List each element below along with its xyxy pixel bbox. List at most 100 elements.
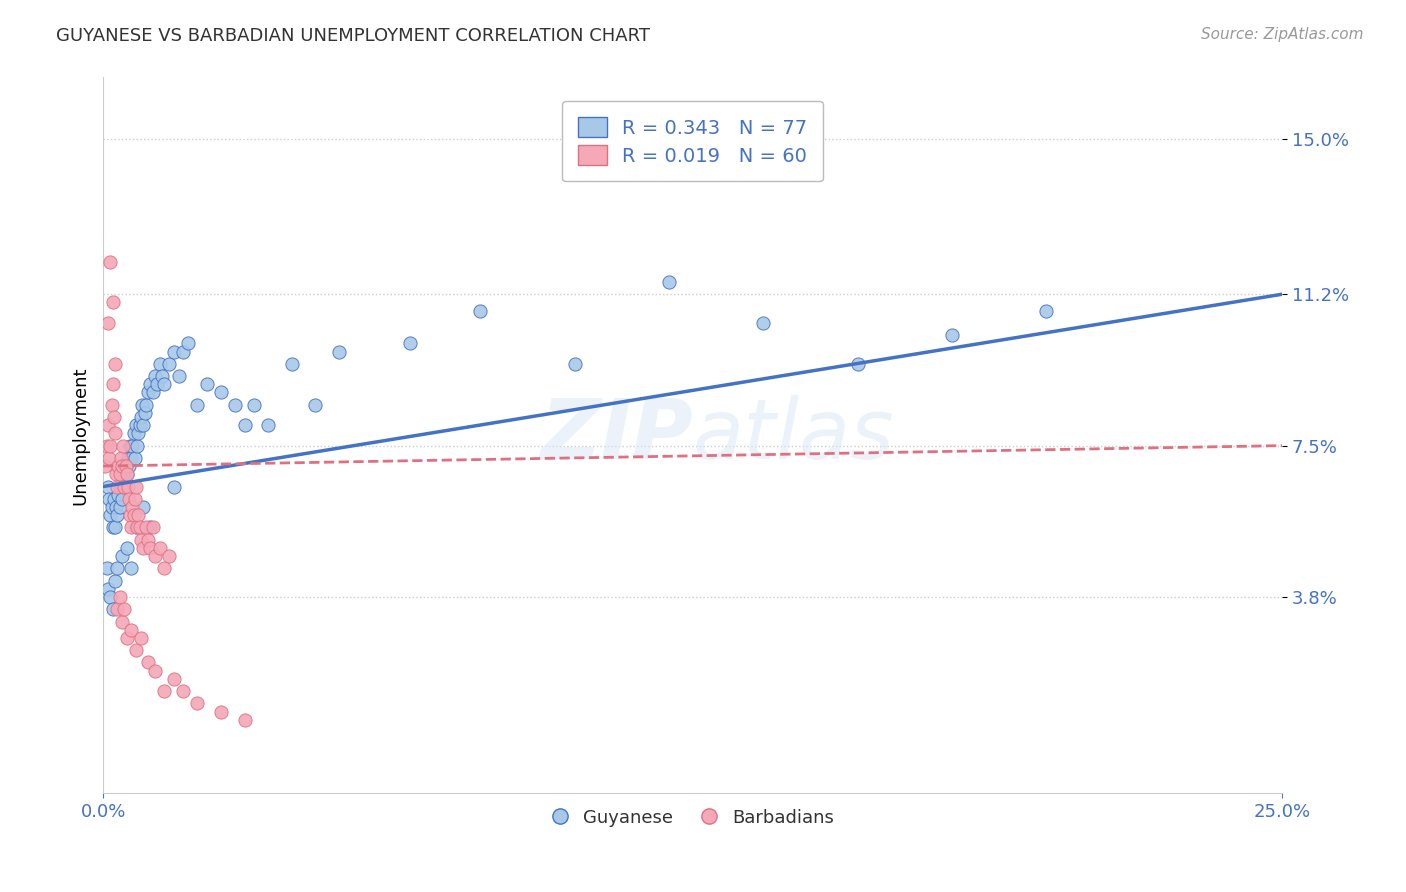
Point [149,357,172,371]
Point [129,533,152,547]
Point [177,336,200,351]
Point [658,275,681,289]
Point [142,385,165,400]
Point [120,439,142,453]
Point [97,491,120,506]
Point [280,357,302,371]
Point [304,398,326,412]
Point [132,541,155,555]
Point [111,439,134,453]
Point [470,303,492,318]
Point [139,520,162,534]
Point [163,672,186,686]
Point [103,491,125,506]
Point [107,459,129,474]
Point [120,561,142,575]
Point [328,344,350,359]
Point [153,561,176,575]
Point [94,459,117,474]
Text: atlas: atlas [693,395,894,476]
Point [97,316,120,330]
Point [132,500,155,514]
Point [97,582,120,596]
Point [96,561,118,575]
Point [125,520,148,534]
Point [111,459,134,474]
Point [112,479,135,493]
Point [129,418,152,433]
Point [209,385,232,400]
Y-axis label: Unemployment: Unemployment [72,366,89,505]
Point [104,520,127,534]
Point [128,508,150,523]
Point [98,254,121,268]
Point [105,602,128,616]
Point [163,479,186,493]
Point [257,418,280,433]
Point [115,541,138,555]
Point [136,533,159,547]
Point [115,467,138,482]
Point [111,491,134,506]
Point [752,316,775,330]
Point [107,488,129,502]
Point [132,418,155,433]
Point [131,398,153,412]
Point [105,467,128,482]
Point [100,500,122,514]
Point [104,357,127,371]
Point [101,377,124,392]
Text: ZIP: ZIP [540,395,693,476]
Point [163,344,186,359]
Point [136,656,159,670]
Point [125,479,148,493]
Point [143,369,166,384]
Point [115,631,138,645]
Point [150,369,173,384]
Point [104,426,127,441]
Point [134,406,156,420]
Point [153,377,176,392]
Point [120,450,142,465]
Point [100,398,122,412]
Point [121,500,143,514]
Point [129,631,152,645]
Point [112,479,135,493]
Point [941,328,963,343]
Point [122,508,145,523]
Point [224,398,246,412]
Point [125,643,148,657]
Point [153,684,176,698]
Point [149,541,172,555]
Point [128,426,150,441]
Point [129,409,152,424]
Point [111,615,134,629]
Point [135,398,157,412]
Point [112,602,135,616]
Point [146,377,169,392]
Point [111,549,134,563]
Text: Source: ZipAtlas.com: Source: ZipAtlas.com [1201,27,1364,42]
Legend: Guyanese, Barbadians: Guyanese, Barbadians [543,801,842,834]
Point [398,336,420,351]
Point [121,439,143,453]
Point [129,520,152,534]
Point [136,385,159,400]
Point [97,479,120,493]
Point [157,549,180,563]
Point [125,520,148,534]
Point [108,590,131,604]
Point [139,377,162,392]
Point [97,450,120,465]
Point [157,357,180,371]
Point [167,369,190,384]
Point [110,450,132,465]
Point [143,549,166,563]
Point [105,500,128,514]
Text: GUYANESE VS BARBADIAN UNEMPLOYMENT CORRELATION CHART: GUYANESE VS BARBADIAN UNEMPLOYMENT CORRE… [56,27,650,45]
Point [846,357,869,371]
Point [142,520,165,534]
Point [1035,303,1057,318]
Point [103,409,125,424]
Point [124,450,146,465]
